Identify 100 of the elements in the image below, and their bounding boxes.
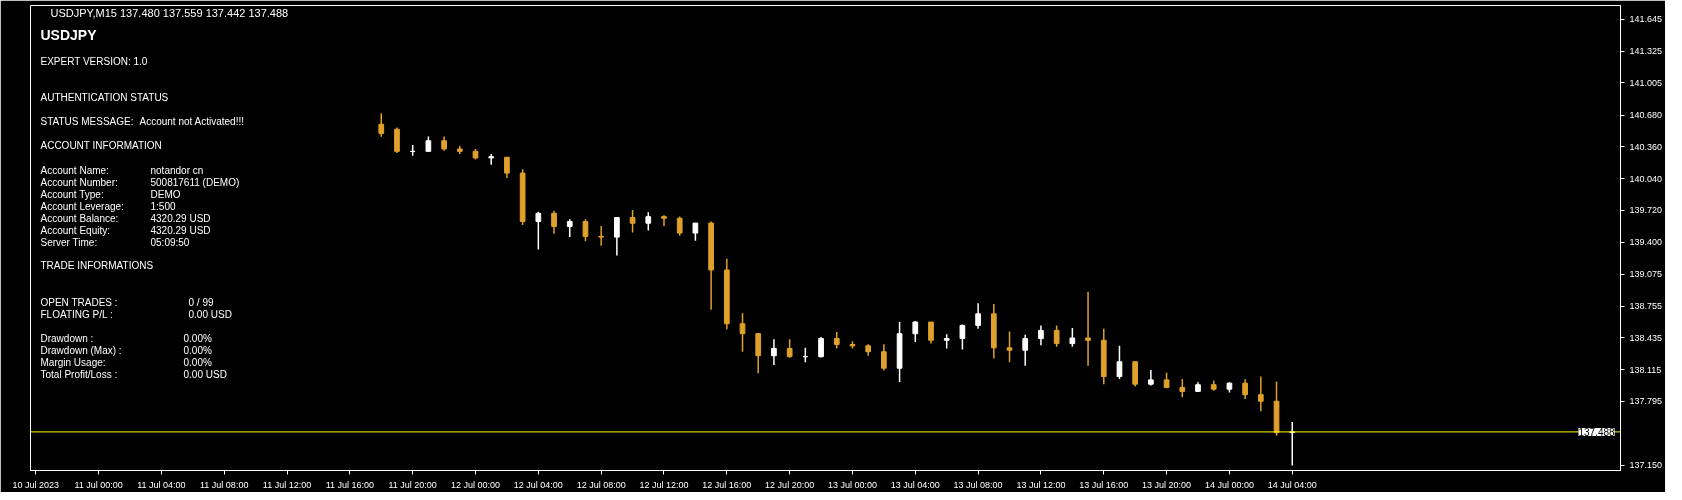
annotation: ACCOUNT INFORMATION xyxy=(40,140,162,151)
y-tick-label: 138.435 xyxy=(1629,332,1663,343)
annotation: 0.00 USD xyxy=(188,309,232,320)
annotation: USDJPY xyxy=(40,26,98,43)
annotation: 0 / 99 xyxy=(188,297,214,308)
annotation: FLOATING P/L : xyxy=(40,309,113,320)
candlestick xyxy=(786,338,793,359)
x-tick-label: 12 Jul 16:00 xyxy=(702,479,752,490)
annotation: 0.00% xyxy=(183,345,212,356)
y-tick-label: 140.360 xyxy=(1629,141,1663,152)
candlestick xyxy=(771,338,777,366)
x-tick-label: 13 Jul 12:00 xyxy=(1016,479,1066,490)
annotation: Account Balance: xyxy=(40,213,119,224)
x-tick-label: 10 Jul 2023 xyxy=(12,479,60,490)
x-tick-label: 12 Jul 04:00 xyxy=(513,479,563,490)
candlestick xyxy=(1179,378,1186,399)
annotation: Total Profit/Loss : xyxy=(40,369,118,380)
y-tick-label: 140.040 xyxy=(1629,173,1663,184)
x-tick-label: 13 Jul 04:00 xyxy=(890,479,940,490)
x-tick-label: 11 Jul 08:00 xyxy=(200,479,249,490)
candlestick xyxy=(535,210,542,251)
candlestick xyxy=(504,156,510,179)
y-tick-label: 137.795 xyxy=(1629,396,1663,407)
candlestick xyxy=(755,332,762,374)
x-tick-label: 12 Jul 12:00 xyxy=(639,479,689,490)
x-tick-label: 13 Jul 08:00 xyxy=(953,479,1003,490)
candlestick xyxy=(881,343,887,372)
x-tick-label: 13 Jul 16:00 xyxy=(1079,479,1129,490)
annotation: EXPERT VERSION: 1.0 xyxy=(40,56,148,67)
x-tick-label: 14 Jul 04:00 xyxy=(1267,479,1317,490)
candlestick xyxy=(1022,333,1029,367)
annotation: 500817611 (DEMO) xyxy=(150,177,240,188)
y-tick-label: 138.755 xyxy=(1629,301,1663,312)
annotation: Account Name: xyxy=(40,165,109,176)
candlestick xyxy=(598,225,605,247)
x-tick-label: 11 Jul 00:00 xyxy=(74,479,123,490)
x-tick-label: 13 Jul 20:00 xyxy=(1142,479,1192,490)
candlestick xyxy=(1242,378,1248,400)
x-tick-label: 12 Jul 00:00 xyxy=(450,479,501,490)
annotation: Drawdown : xyxy=(40,333,94,344)
candlestick xyxy=(488,153,495,166)
y-tick-label: 140.680 xyxy=(1629,110,1663,121)
candlestick xyxy=(739,312,746,353)
y-tick-label: 141.645 xyxy=(1629,14,1663,25)
candlestick xyxy=(1053,324,1060,348)
x-tick-label: 12 Jul 08:00 xyxy=(576,479,626,490)
candlestick xyxy=(928,321,934,345)
candlestick xyxy=(378,112,385,138)
annotation: 4320.29 USD xyxy=(150,225,211,236)
candlestick xyxy=(614,216,620,257)
x-tick-label: 13 Jul 00:00 xyxy=(827,479,877,490)
annotation: TRADE INFORMATIONS xyxy=(40,260,154,271)
x-tick-label: 11 Jul 12:00 xyxy=(262,479,312,490)
candlestick xyxy=(1257,375,1264,412)
annotation: Drawdown (Max) : xyxy=(40,345,122,356)
candlestick xyxy=(975,302,981,330)
x-tick-label: 11 Jul 16:00 xyxy=(325,479,375,490)
annotation: Server Time: xyxy=(40,237,98,248)
y-tick-label: 141.325 xyxy=(1629,46,1663,57)
annotation: DEMO xyxy=(150,189,181,200)
candlestick xyxy=(582,218,589,243)
annotation: Margin Usage: xyxy=(40,357,106,368)
candlestick xyxy=(1069,327,1076,348)
candlestick xyxy=(629,209,636,234)
candlestick xyxy=(661,214,667,227)
annotation: Account Leverage: xyxy=(40,201,124,212)
annotation: 4320.29 USD xyxy=(150,213,211,224)
y-tick-label: 139.400 xyxy=(1629,237,1663,248)
candlestick xyxy=(1116,345,1123,380)
annotation: OPEN TRADES : xyxy=(40,297,118,308)
candlestick xyxy=(1038,324,1044,347)
candlestick xyxy=(912,320,919,343)
annotation: 0.00 USD xyxy=(183,369,227,380)
candlestick xyxy=(645,211,652,232)
annotation: Account not Activated!!! xyxy=(139,116,245,127)
annotation: Account Number: xyxy=(40,177,118,188)
candlestick xyxy=(1085,291,1091,367)
y-tick-label: 141.005 xyxy=(1629,77,1663,88)
x-tick-label: 12 Jul 20:00 xyxy=(765,479,815,490)
x-tick-label: 11 Jul 04:00 xyxy=(137,479,186,490)
annotation: STATUS MESSAGE: xyxy=(40,116,134,127)
annotation: 05:09:50 xyxy=(150,237,190,248)
x-tick-label: 11 Jul 20:00 xyxy=(388,479,437,490)
annotation: AUTHENTICATION STATUS xyxy=(40,92,169,103)
y-tick-label: 138.115 xyxy=(1629,364,1662,375)
chart-title: USDJPY,M15 137.480 137.559 137.442 137.488 xyxy=(50,6,289,19)
annotation: Account Equity: xyxy=(40,225,110,236)
y-tick-label: 139.720 xyxy=(1629,205,1663,216)
candlestick xyxy=(959,323,966,351)
candlestick xyxy=(1132,360,1139,388)
ref-line-label: 137.488 xyxy=(1578,426,1616,438)
candlestick xyxy=(394,126,400,154)
annotation: 1:500 xyxy=(150,201,176,212)
annotation: 0.00% xyxy=(183,333,212,344)
annotation: 0.00% xyxy=(183,357,212,368)
candlestick xyxy=(551,209,557,235)
y-tick-label: 137.150 xyxy=(1629,460,1663,471)
candlestick xyxy=(1006,330,1013,364)
annotation: notandor cn xyxy=(150,165,204,176)
y-tick-label: 139.075 xyxy=(1629,269,1663,280)
